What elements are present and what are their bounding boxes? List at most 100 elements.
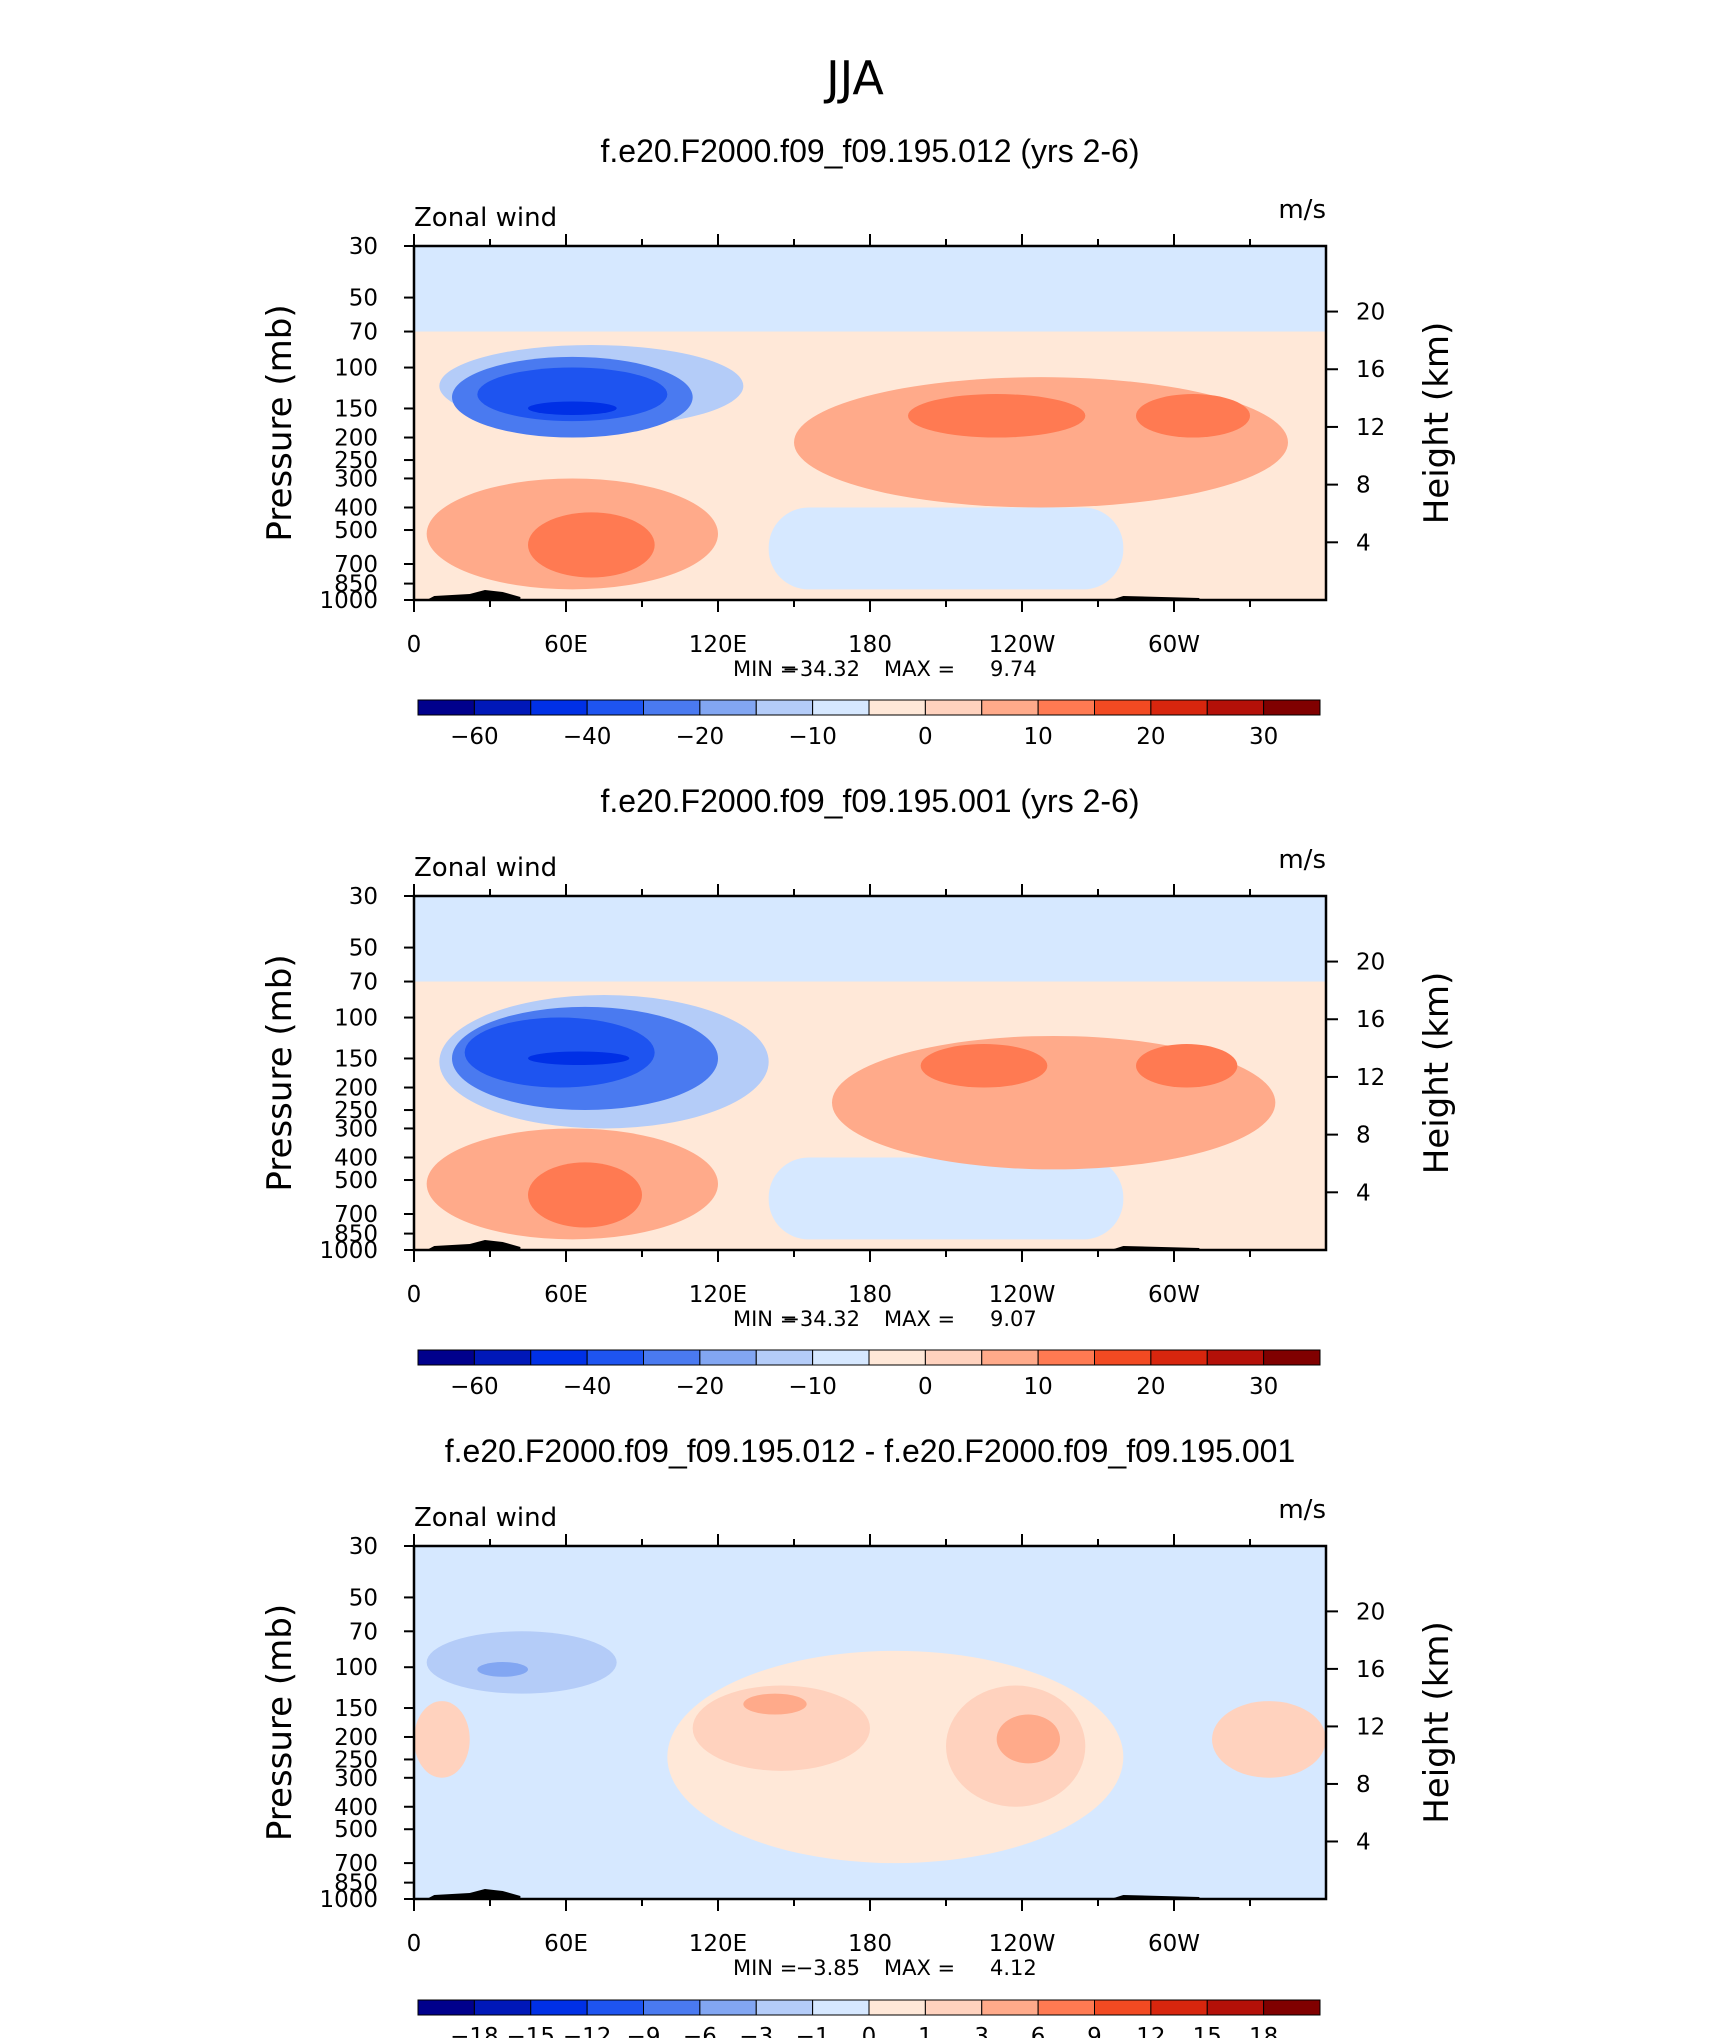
y-tick-label: 850: [334, 572, 378, 598]
y2-tick-label: 12: [1356, 1065, 1385, 1091]
y-tick-label: 250: [334, 448, 378, 474]
colorbar-label: −15: [506, 2024, 555, 2038]
colorbar-label: −9: [627, 2024, 661, 2038]
colorbar-box: [1094, 1999, 1152, 2016]
colorbar-label: 3: [974, 2024, 989, 2038]
y-tick-label: 700: [334, 1851, 378, 1877]
max-label: MAX =: [884, 1307, 955, 1331]
y-tick-label: 200: [334, 1725, 378, 1751]
colorbar-label: −40: [563, 724, 612, 750]
variable-label: Zonal wind: [414, 203, 557, 233]
colorbar-label: 30: [1249, 724, 1278, 750]
colorbar-box: [981, 1349, 1039, 1366]
colorbar-box: [868, 1999, 926, 2016]
y-tick-label: 100: [334, 1655, 378, 1681]
contour-region: [528, 401, 617, 415]
contour-region: [1136, 394, 1250, 438]
figure-title: JJA: [823, 51, 884, 105]
min-label: MIN =: [733, 1307, 797, 1331]
contour-region: [908, 394, 1086, 438]
contour-region: [477, 1662, 528, 1677]
colorbar-label: 9: [1087, 2024, 1102, 2038]
x-tick-label: 180: [848, 632, 892, 658]
colorbar-box: [586, 699, 644, 716]
contour-region: [996, 1714, 1060, 1764]
y2-tick-label: 4: [1356, 530, 1371, 556]
colorbar-box: [812, 699, 870, 716]
colorbar-label: −12: [563, 2024, 612, 2038]
contour-region: [528, 512, 655, 578]
contour-region: [692, 1685, 870, 1771]
colorbar-label: −1: [796, 2024, 830, 2038]
contour-field: [414, 896, 1326, 1250]
x-tick-label: 120W: [989, 1282, 1056, 1308]
contour-region: [1136, 1044, 1238, 1088]
y-tick-label: 400: [334, 1145, 378, 1171]
colorbar-label: −10: [788, 1374, 837, 1400]
x-tick-label: 180: [848, 1282, 892, 1308]
y-tick-label: 700: [334, 1202, 378, 1228]
panels: f.e20.F2000.f09_f09.195.012 (yrs 2-6) Zon…: [260, 133, 1457, 2038]
x-tick-label: 180: [848, 1931, 892, 1957]
x-tick-label: 60E: [544, 632, 588, 658]
colorbar-label: −3: [739, 2024, 773, 2038]
colorbar-label: −20: [676, 1374, 725, 1400]
colorbar-box: [812, 1349, 870, 1366]
colorbar-box: [1150, 1999, 1208, 2016]
panel-3: f.e20.F2000.f09_f09.195.012 - f.e20.F200…: [260, 1433, 1457, 2038]
colorbar-box: [981, 1999, 1039, 2016]
colorbar-box: [473, 1999, 532, 2016]
y-axis-title: Pressure (mb): [260, 954, 300, 1191]
y-tick-label: 250: [334, 1098, 378, 1124]
colorbar-box: [755, 699, 814, 716]
units-label: m/s: [1278, 195, 1326, 225]
y2-tick-label: 8: [1356, 1123, 1371, 1149]
colorbar-label: 30: [1249, 1374, 1278, 1400]
y-tick-label: 300: [334, 1766, 378, 1792]
contour-region: [1212, 1701, 1326, 1778]
y-tick-label: 50: [349, 936, 378, 962]
panel-title: f.e20.F2000.f09_f09.195.012 (yrs 2-6): [600, 133, 1139, 169]
y-tick-label: 50: [349, 1585, 378, 1611]
colorbar-box: [924, 1349, 983, 1366]
y2-tick-label: 8: [1356, 1772, 1371, 1798]
min-value: −34.32: [782, 657, 860, 681]
y-tick-label: 1000: [319, 588, 378, 614]
colorbar-label: 15: [1193, 2024, 1222, 2038]
max-label: MAX =: [884, 1956, 955, 1980]
y-tick-label: 150: [334, 1046, 378, 1072]
colorbar-label: 0: [918, 1374, 933, 1400]
panel-title: f.e20.F2000.f09_f09.195.012 - f.e20.F200…: [445, 1433, 1295, 1469]
colorbar-box: [1150, 699, 1208, 716]
x-tick-label: 120E: [689, 1931, 747, 1957]
colorbar-box: [924, 1999, 983, 2016]
colorbar-label: 18: [1249, 2024, 1278, 2038]
y2-tick-label: 4: [1356, 1180, 1371, 1206]
y2-tick-label: 12: [1356, 415, 1385, 441]
colorbar-box: [699, 1349, 757, 1366]
x-tick-label: 0: [407, 1282, 422, 1308]
colorbar-label: 10: [1023, 724, 1052, 750]
colorbar-box: [530, 1349, 588, 1366]
colorbar-box: [1037, 699, 1095, 716]
y-tick-label: 300: [334, 1116, 378, 1142]
colorbar-box: [1094, 1349, 1152, 1366]
colorbar-box: [1206, 1349, 1265, 1366]
contour-region: [743, 1693, 807, 1715]
min-value: −34.32: [782, 1307, 860, 1331]
x-tick-label: 120E: [689, 632, 747, 658]
y-tick-label: 1000: [319, 1887, 378, 1913]
x-tick-label: 60E: [544, 1931, 588, 1957]
contour-region: [528, 1051, 630, 1065]
colorbar-box: [1263, 1999, 1321, 2016]
contour-field: [414, 246, 1326, 600]
colorbar-box: [1206, 699, 1265, 716]
y-tick-label: 30: [349, 234, 378, 260]
y-axis-title: Pressure (mb): [260, 304, 300, 541]
colorbar-box: [1263, 1349, 1321, 1366]
y-axis-title: Pressure (mb): [260, 1604, 300, 1841]
units-label: m/s: [1278, 1495, 1326, 1525]
y2-tick-label: 16: [1356, 1657, 1385, 1683]
colorbar-box: [812, 1999, 870, 2016]
